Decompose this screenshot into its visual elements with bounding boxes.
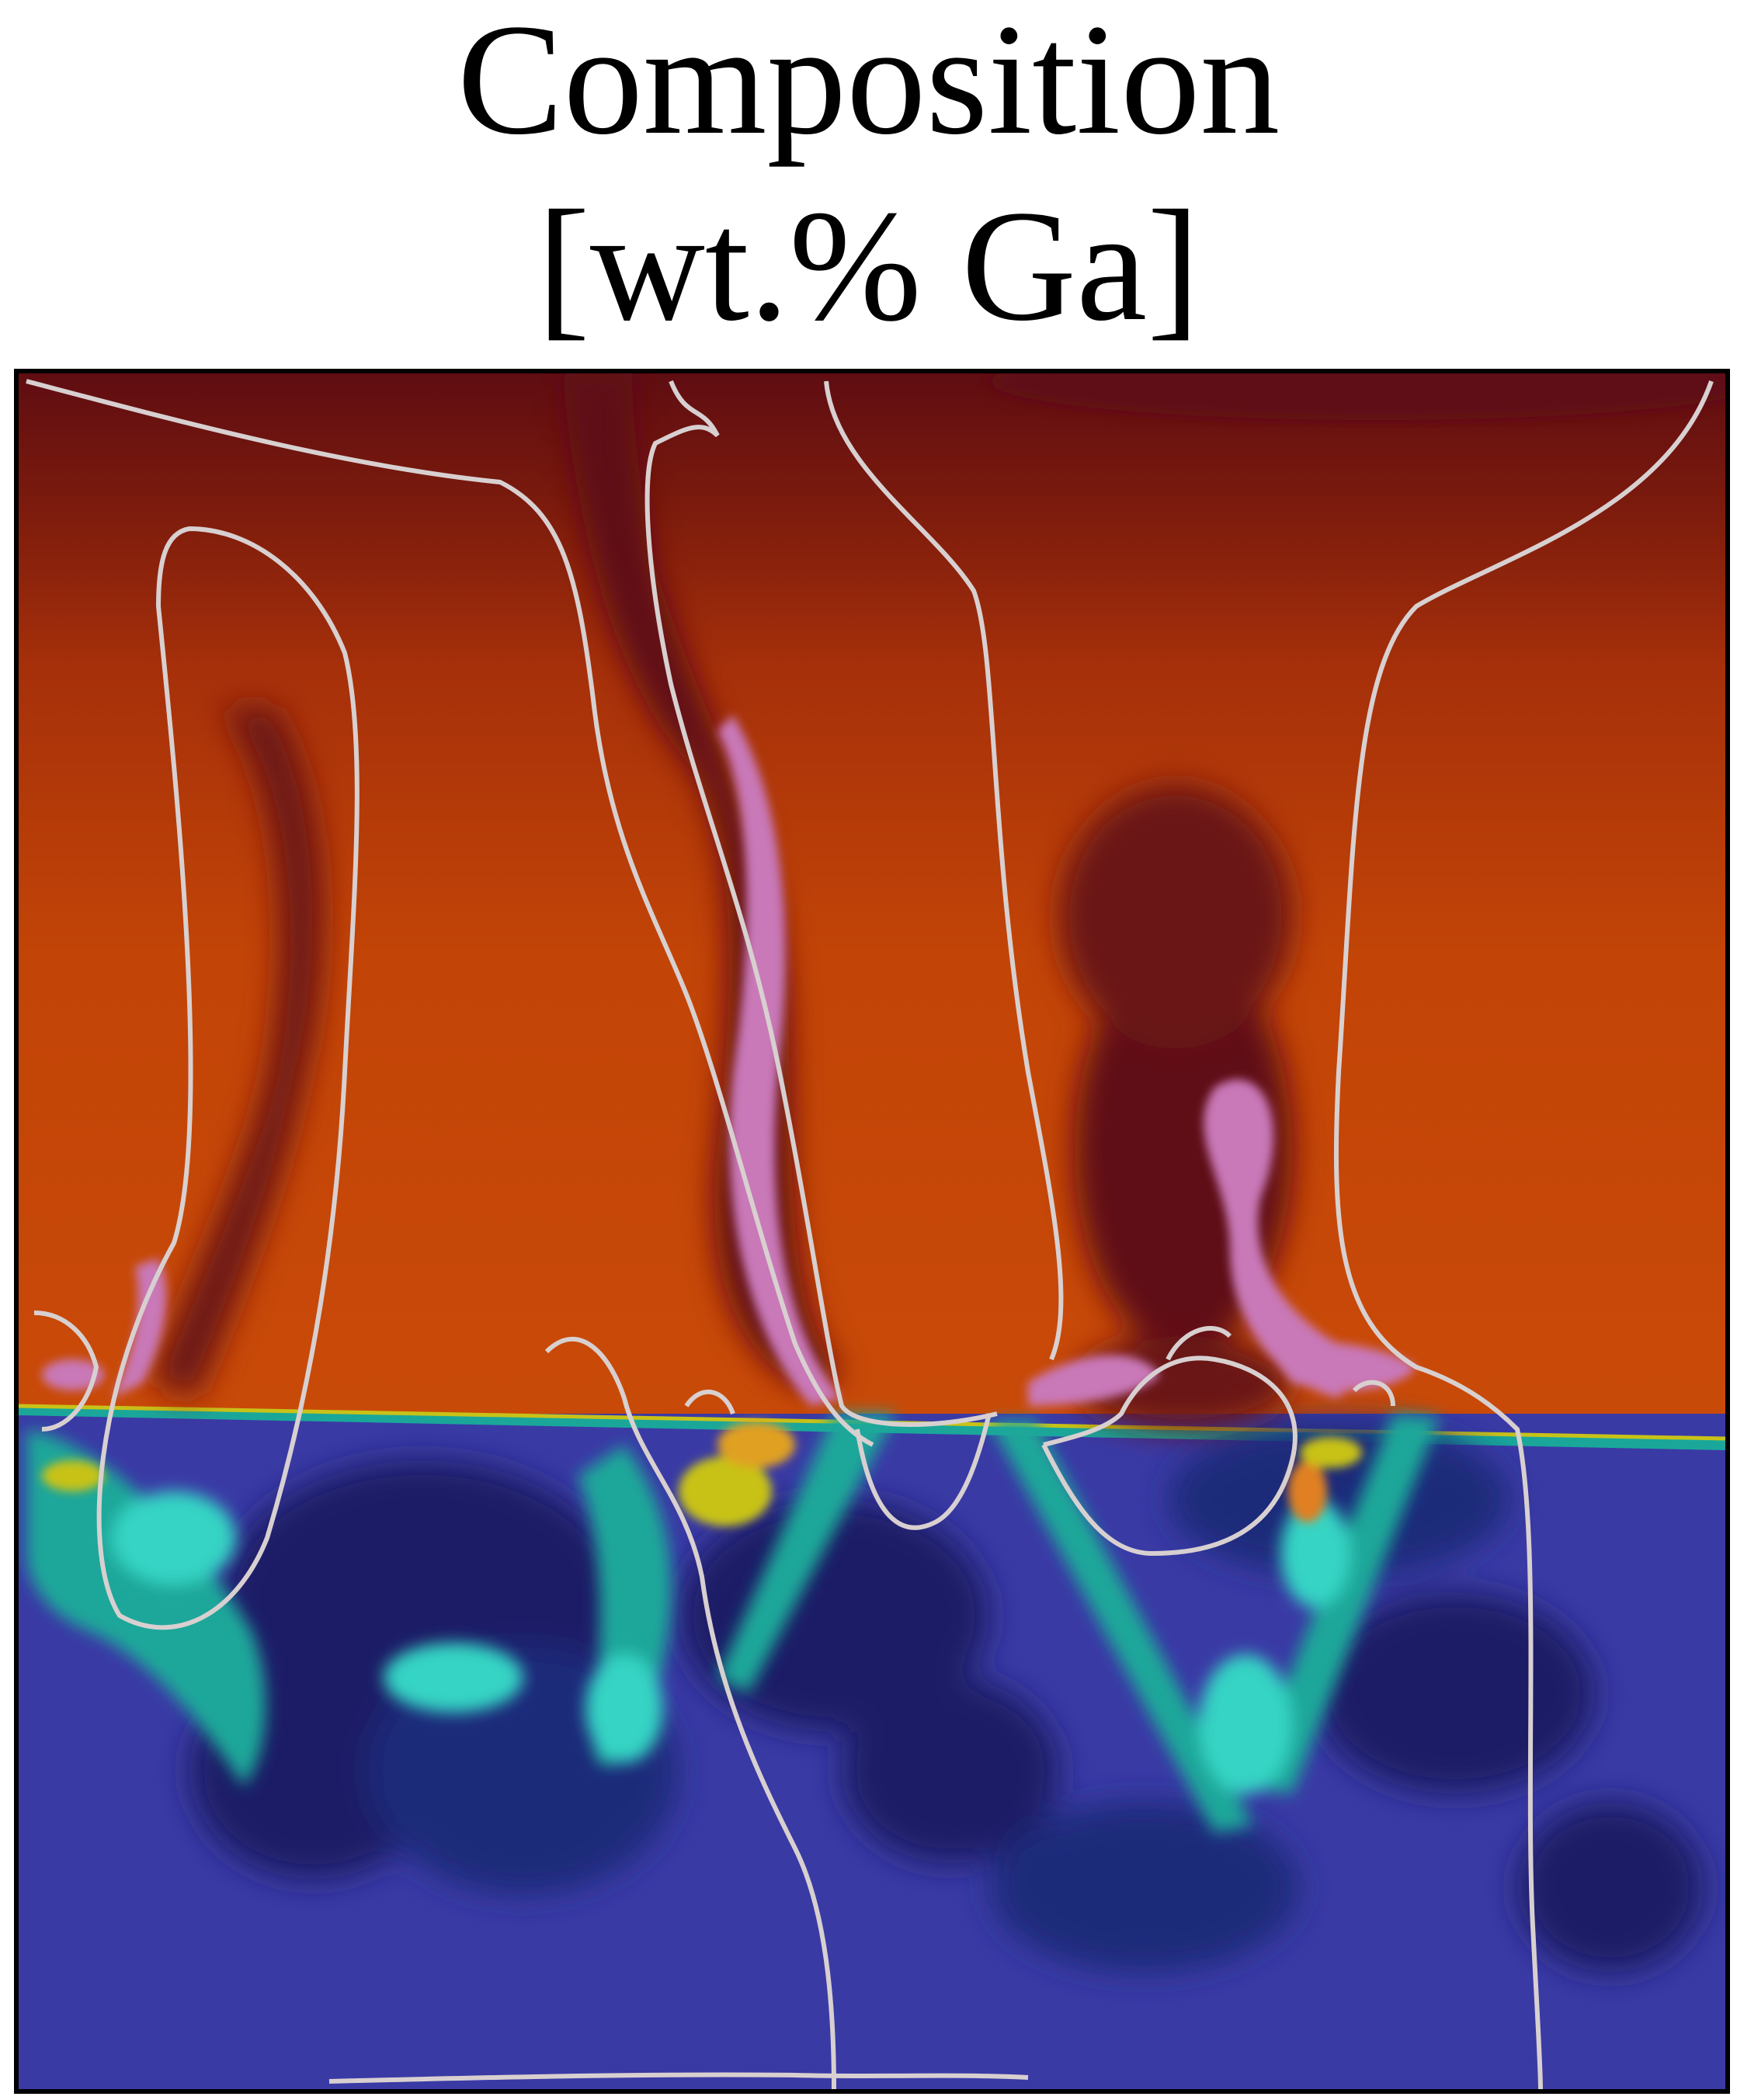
solid-teal-channels	[26, 1414, 1440, 1833]
liquid-region	[19, 373, 1725, 1429]
solid-dark-blobs	[189, 1421, 1704, 1973]
top-dark-band	[989, 373, 1725, 420]
title-line-1: Composition	[457, 0, 1280, 168]
title-line-2: [wt.% Ga]	[537, 178, 1200, 354]
composition-field-svg	[19, 373, 1725, 2089]
composition-field-image	[14, 369, 1730, 2094]
contour-lines	[26, 379, 1714, 2089]
solid-yellow-spots	[42, 1421, 1362, 1526]
liquid-pink-plumes	[42, 715, 1416, 1406]
